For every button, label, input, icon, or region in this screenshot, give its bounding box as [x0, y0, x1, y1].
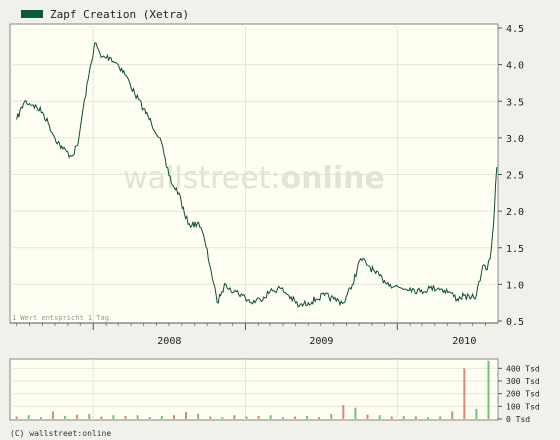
- price-y-tick-label: 1.5: [506, 244, 524, 255]
- volume-bar: [354, 407, 357, 419]
- volume-y-tick-label: 100 Tsd: [506, 402, 540, 411]
- volume-y-tick-label: 400 Tsd: [506, 364, 540, 373]
- volume-bar: [160, 415, 163, 419]
- volume-bar: [124, 415, 127, 419]
- volume-bar: [402, 415, 405, 419]
- price-y-tick-label: 0.5: [506, 317, 524, 328]
- price-y-tick-label: 3.5: [506, 97, 524, 108]
- volume-bar: [209, 416, 212, 419]
- volume-bar: [463, 368, 466, 419]
- volume-bar: [366, 414, 369, 419]
- watermark-colon: :: [270, 161, 280, 196]
- price-y-axis: 4.5 4.0 3.5 3.0 2.5 2.0 1.5 1.0 0.5: [498, 24, 524, 328]
- volume-bar: [39, 417, 42, 419]
- volume-bar: [233, 415, 236, 419]
- volume-bar: [172, 415, 175, 419]
- volume-bar: [112, 415, 115, 419]
- year-label: 2009: [309, 336, 333, 347]
- price-line: [16, 41, 498, 308]
- price-grid: [10, 24, 498, 323]
- volume-bar: [136, 415, 139, 419]
- volume-bar: [451, 411, 454, 419]
- price-x-axis: 2008 2009 2010: [10, 322, 498, 347]
- volume-bar: [306, 415, 309, 419]
- legend-label: Zapf Creation (Xetra): [50, 8, 189, 21]
- volume-bar: [281, 417, 284, 419]
- watermark-right: online: [281, 161, 385, 196]
- volume-bar: [487, 360, 490, 419]
- volume-bar: [76, 414, 79, 419]
- volume-plot-area: [9, 358, 499, 421]
- volume-bar: [342, 405, 345, 419]
- copyright: (C) wallstreet:online: [10, 429, 111, 438]
- volume-series: [15, 360, 490, 419]
- volume-bar: [318, 417, 321, 419]
- watermark-left: wallstreet: [123, 161, 271, 196]
- volume-grid: [10, 359, 498, 420]
- volume-bar: [197, 413, 200, 419]
- volume-bar: [221, 417, 224, 419]
- volume-bar: [148, 417, 151, 419]
- volume-y-tick-label: 200 Tsd: [506, 390, 540, 399]
- volume-bar: [88, 413, 91, 419]
- price-y-tick-label: 4.5: [506, 24, 524, 35]
- volume-bar: [245, 416, 248, 419]
- volume-bar: [27, 415, 30, 419]
- price-y-tick-label: 2.0: [506, 207, 524, 218]
- volume-bar: [185, 412, 188, 419]
- volume-y-axis: 400 Tsd 300 Tsd 200 Tsd 100 Tsd 0 Tsd: [498, 364, 540, 424]
- price-y-tick-label: 3.0: [506, 134, 524, 145]
- volume-bar: [390, 416, 393, 419]
- volume-bar: [64, 415, 67, 419]
- scale-note: 1 Wert entspricht 1 Tag: [12, 314, 109, 322]
- volume-bar: [269, 415, 272, 419]
- watermark: wallstreet:online: [123, 161, 385, 196]
- volume-bar: [414, 416, 417, 419]
- volume-y-tick-label: 300 Tsd: [506, 377, 540, 386]
- volume-y-tick-label: 0 Tsd: [506, 415, 530, 424]
- price-y-tick-label: 1.0: [506, 280, 524, 291]
- volume-bar: [293, 416, 296, 419]
- year-label: 2008: [157, 336, 181, 347]
- volume-bar: [51, 411, 54, 419]
- year-label: 2010: [452, 336, 476, 347]
- price-y-tick-label: 2.5: [506, 171, 524, 182]
- volume-bar: [378, 415, 381, 419]
- volume-bar: [15, 416, 18, 419]
- volume-bar: [257, 415, 260, 419]
- volume-bar: [330, 413, 333, 419]
- legend-swatch: [21, 10, 43, 18]
- price-plot-area: [9, 23, 499, 324]
- price-series: [16, 41, 498, 308]
- volume-bar: [475, 408, 478, 419]
- volume-bar: [439, 416, 442, 419]
- price-y-tick-label: 4.0: [506, 61, 524, 72]
- volume-bar: [100, 416, 103, 419]
- volume-bar: [427, 417, 430, 419]
